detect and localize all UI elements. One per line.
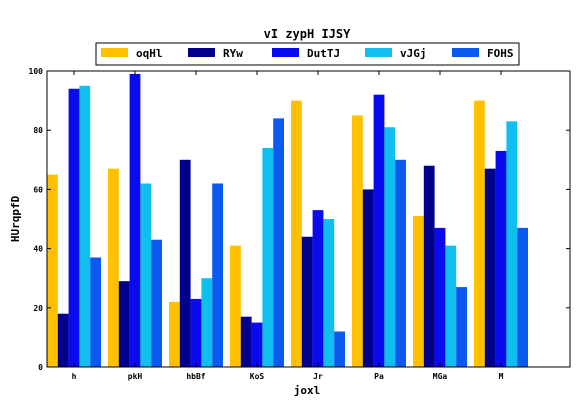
bar-vJGj-KoS [262,147,274,367]
bar-DutTJ-M [495,150,507,367]
bar-vJGj-h [79,85,91,368]
bar-FOHS-pkH [151,239,162,367]
bar-vJGj-Pa [384,127,396,368]
y-tick-label: 80 [33,126,43,135]
x-tick-label: KoS [250,372,265,381]
bar-DutTJ-KoS [251,322,263,367]
bar-RYw-M [484,168,496,367]
bars [47,73,528,368]
legend-label-vJGj: vJGj [400,47,427,60]
bar-vJGj-hbBf [201,278,213,367]
legend-swatch-RYw [188,48,215,57]
bar-oqHl-h [47,174,58,367]
y-tick-label: 60 [33,185,43,194]
legend-label-FOHS: FOHS [487,47,514,60]
x-axis: h pkH hbBf KoS Jr Pa MGa M [72,71,504,381]
bar-oqHl-Jr [291,100,302,367]
legend-swatch-vJGj [365,48,392,57]
legend-label-RYw: RYw [223,47,243,60]
bar-RYw-MGa [423,165,435,367]
legend-swatch-DutTJ [272,48,299,57]
legend-label-oqHl: oqHl [136,47,163,60]
x-tick-label: Pa [374,372,384,381]
chart-title: vI zypH IJSY [264,27,351,41]
bar-RYw-KoS [240,316,252,367]
bar-RYw-Pa [362,189,374,367]
y-tick-label: 40 [33,245,43,254]
bar-oqHl-Pa [352,115,363,368]
bar-oqHl-hbBf [169,301,180,367]
y-axis-label: HUrqpfD [9,195,22,242]
bar-FOHS-Jr [334,331,345,367]
bar-FOHS-h [90,257,101,367]
x-tick-label: h [72,372,77,381]
y-tick-label: 100 [29,67,44,76]
bar-FOHS-M [517,227,528,367]
bar-vJGj-M [506,121,518,367]
bar-DutTJ-Jr [312,210,324,367]
y-tick-label: 0 [38,363,43,372]
y-tick-label: 20 [33,304,43,313]
bar-FOHS-Pa [395,159,406,367]
bar-DutTJ-Pa [373,94,385,368]
bar-vJGj-MGa [445,245,457,367]
bar-DutTJ-h [68,88,80,367]
bar-DutTJ-MGa [434,227,446,367]
x-tick-label: M [499,372,504,381]
x-tick-label: MGa [433,372,448,381]
legend-label-DutTJ: DutTJ [307,47,340,60]
y-axis: 0 20 40 60 80 100 [29,67,570,372]
bar-FOHS-MGa [456,287,467,367]
bar-vJGj-pkH [140,183,152,367]
legend: oqHl RYw DutTJ vJGj FOHS [95,42,520,66]
x-tick-label: pkH [128,372,143,381]
bar-oqHl-KoS [230,245,241,367]
plot-area [46,70,571,368]
bar-oqHl-M [474,100,485,367]
x-tick-label: Jr [313,372,323,381]
bar-RYw-hbBf [179,159,191,367]
bar-oqHl-pkH [108,168,119,367]
bar-RYw-Jr [301,236,313,367]
x-tick-label: hbBf [186,372,205,381]
legend-swatch-FOHS [452,48,479,57]
bar-FOHS-KoS [273,118,284,367]
bar-FOHS-hbBf [212,183,223,367]
bar-RYw-h [57,313,69,367]
bar-oqHl-MGa [413,216,424,367]
bar-vJGj-Jr [323,219,335,367]
x-axis-label: joxl [294,384,321,397]
legend-swatch-oqHl [101,48,128,57]
bar-RYw-pkH [118,281,130,367]
bar-DutTJ-pkH [129,73,141,368]
bar-DutTJ-hbBf [190,298,202,367]
